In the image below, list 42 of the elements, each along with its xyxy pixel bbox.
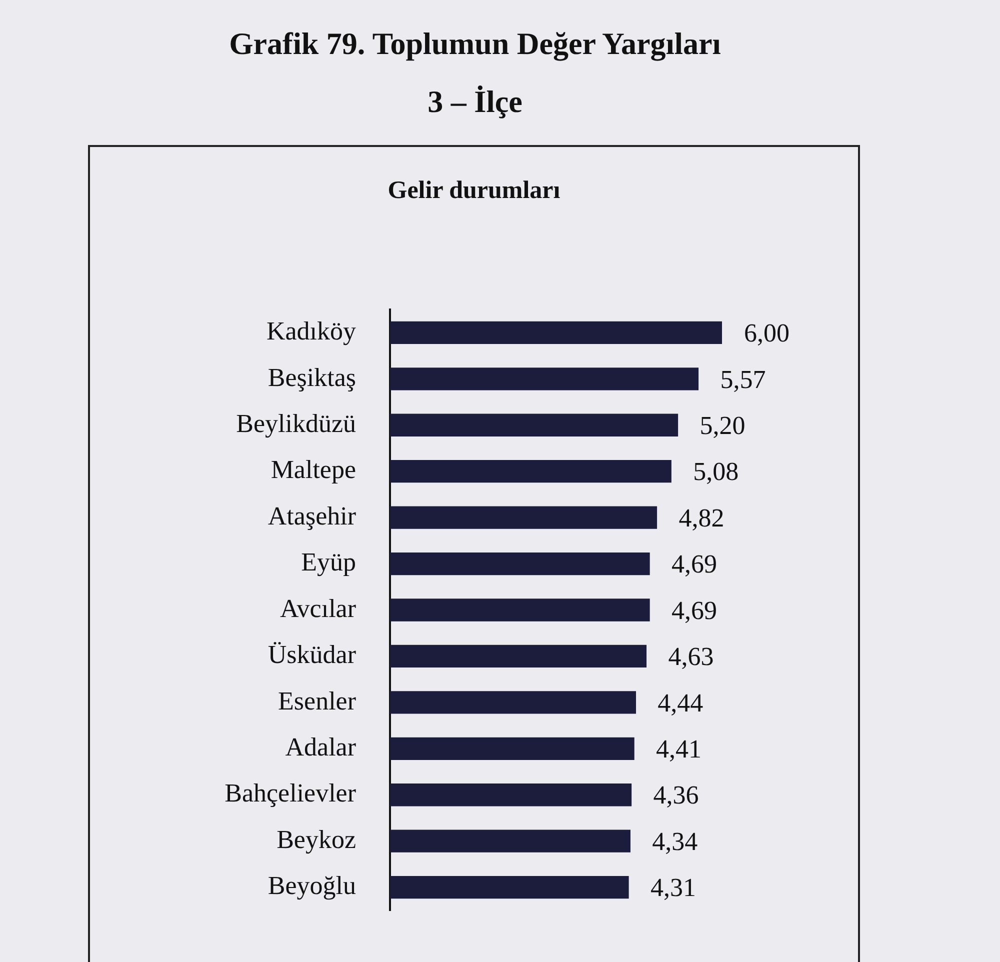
chart-title: Grafik 79. Toplumun Değer Yargıları <box>228 26 722 62</box>
y-tick-label: Adalar <box>285 732 356 762</box>
y-tick-label: Bahçelievler <box>224 778 356 808</box>
bar <box>390 644 647 668</box>
bar <box>390 830 630 852</box>
bar <box>390 876 629 899</box>
y-tick-label: Eyüp <box>301 548 356 577</box>
y-tick-label: Beyoğlu <box>268 871 356 900</box>
data-label: 4,44 <box>658 688 704 718</box>
data-label: 5,20 <box>700 410 746 440</box>
bar <box>390 552 650 576</box>
y-tick-label: Beykoz <box>276 824 356 854</box>
data-label: 4,34 <box>652 826 698 856</box>
bar <box>390 506 658 529</box>
bar <box>390 784 632 806</box>
data-label: 6,00 <box>744 318 790 348</box>
bar <box>390 460 672 483</box>
y-tick-label: Ataşehir <box>268 501 356 530</box>
bar <box>390 691 636 714</box>
data-label: 5,08 <box>693 457 739 486</box>
data-label: 4,36 <box>653 780 699 810</box>
y-tick-label: Avcılar <box>280 594 356 623</box>
y-tick-label: Beşiktaş <box>268 362 356 392</box>
data-label: 4,69 <box>672 596 718 625</box>
y-tick-label: Esenler <box>278 686 356 716</box>
data-label: 4,69 <box>672 550 718 579</box>
bar <box>390 414 678 436</box>
data-label: 5,57 <box>720 364 766 394</box>
bar <box>390 321 722 344</box>
data-label: 4,82 <box>678 503 724 532</box>
bar <box>390 598 650 622</box>
data-label: 4,41 <box>656 734 702 764</box>
chart-subtitle: 3 – İlçe <box>426 84 524 120</box>
y-tick-label: Kadıköy <box>266 316 356 346</box>
y-tick-label: Maltepe <box>270 455 356 484</box>
text: Gelir durumları <box>386 177 562 205</box>
y-tick-label: Beylikdüzü <box>236 408 356 438</box>
bar <box>390 368 699 390</box>
data-label: 4,31 <box>650 873 696 902</box>
bar <box>390 737 634 760</box>
data-label: 4,63 <box>668 642 714 672</box>
y-tick-label: Üsküdar <box>268 640 356 670</box>
